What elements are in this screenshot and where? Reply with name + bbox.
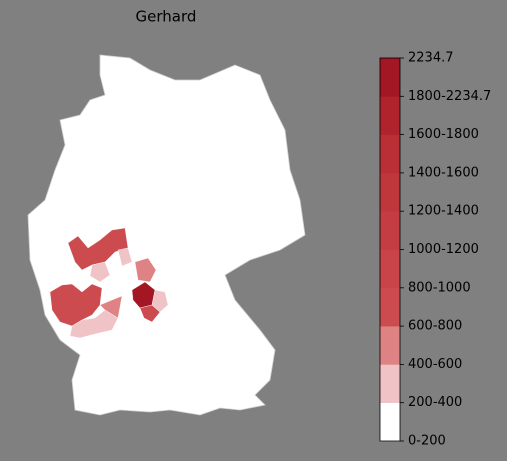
colorbar-label: 1800-2234.7 <box>408 89 491 104</box>
region <box>89 261 111 283</box>
colorbar-frame <box>379 57 401 442</box>
colorbar: 0-200 200-400 400-600 600-800 800-1000 1000-1… <box>380 51 491 449</box>
colorbar-label: 2234.7 <box>408 51 454 66</box>
colorbar-label: 800-1000 <box>408 280 471 295</box>
colorbar-label: 1200-1400 <box>408 204 479 219</box>
colorbar-label: 1600-1800 <box>408 127 479 142</box>
region <box>134 257 157 283</box>
region <box>99 295 123 319</box>
colorbar-segment <box>380 211 400 250</box>
region <box>139 304 161 323</box>
colorbar-label: 200-400 <box>408 395 462 410</box>
colorbar-label: 1400-1600 <box>408 165 479 180</box>
colorbar-segment <box>380 364 400 403</box>
colorbar-label: 400-600 <box>408 357 462 372</box>
region <box>151 289 169 313</box>
colorbar-label: 1000-1200 <box>408 242 479 257</box>
region <box>69 309 119 339</box>
colorbar-segment <box>380 326 400 365</box>
map-title: Gerhard <box>136 8 197 26</box>
germany-map <box>27 54 306 416</box>
colorbar-segment <box>380 287 400 327</box>
colorbar-segment <box>380 402 400 442</box>
colorbar-segment <box>380 58 400 97</box>
colorbar-label: 600-800 <box>408 319 462 334</box>
colorbar-segment <box>380 172 400 212</box>
colorbar-label: 0-200 <box>408 434 446 449</box>
colorbar-segment <box>380 134 400 174</box>
colorbar-segment <box>380 96 400 135</box>
colorbar-segment <box>380 249 400 289</box>
region <box>117 247 133 267</box>
